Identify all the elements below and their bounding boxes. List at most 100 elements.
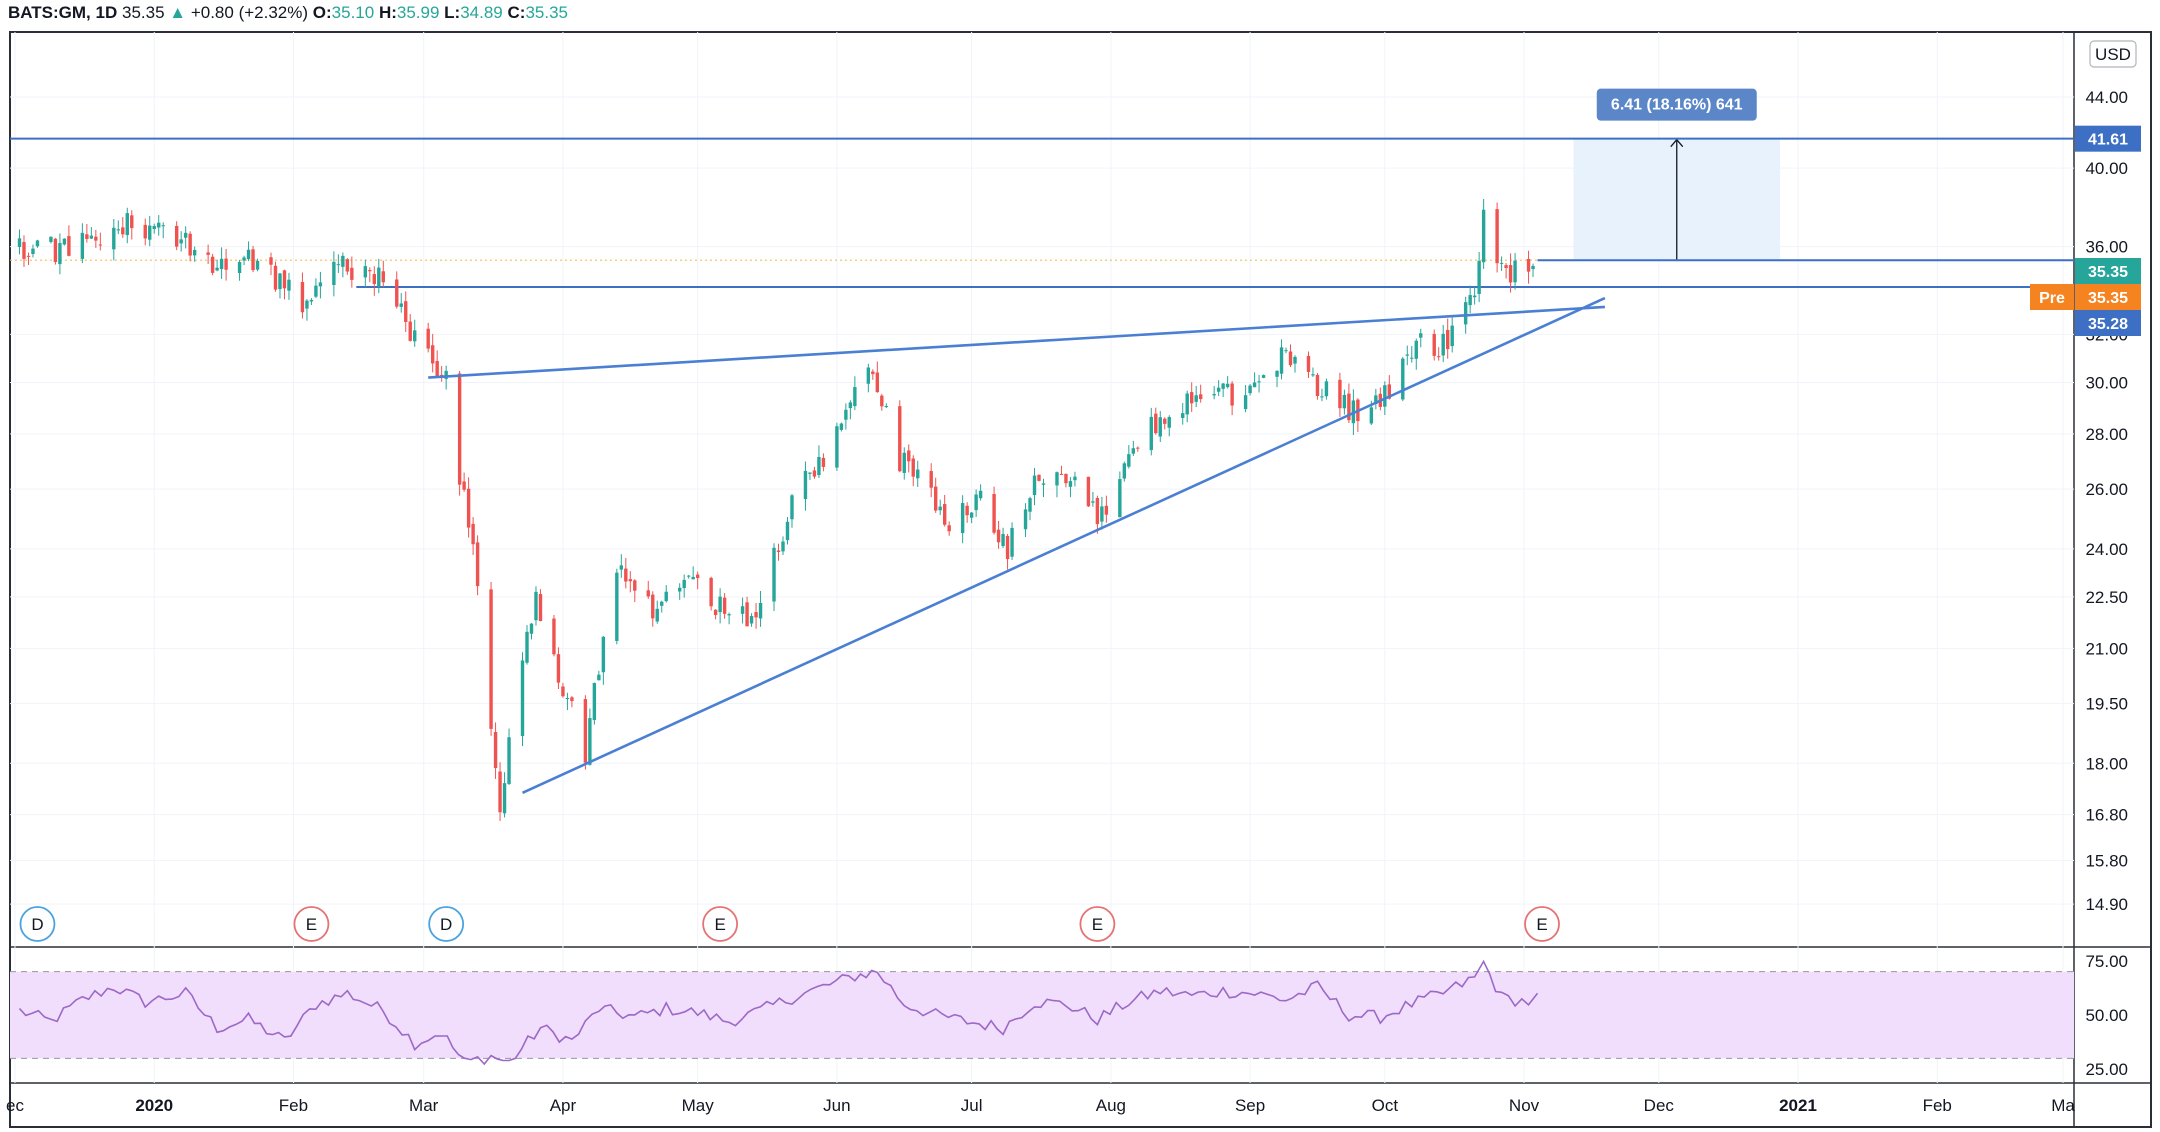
candle-body	[624, 568, 628, 582]
y-tick-label: 14.90	[2085, 895, 2128, 914]
candle-body	[498, 771, 502, 813]
candle-body	[1091, 501, 1095, 503]
grid	[10, 32, 2074, 1083]
candle-body	[1320, 396, 1324, 398]
trendlines[interactable]	[428, 296, 1606, 795]
candle-body	[305, 300, 309, 309]
candle-body	[1450, 325, 1454, 347]
candle-body	[336, 264, 341, 266]
measure-tool[interactable]: 6.41 (18.16%) 641	[1573, 88, 1781, 261]
candle-body	[592, 683, 597, 720]
candle-body	[916, 469, 920, 479]
candle-body	[1055, 472, 1059, 486]
event-label: E	[1092, 915, 1103, 934]
candle-body	[1010, 527, 1014, 557]
candle-body	[404, 301, 408, 322]
candle-body	[1405, 354, 1409, 356]
price-axis[interactable]: 44.0040.0036.0032.0030.0028.0026.0024.00…	[2085, 88, 2128, 1079]
candle-body	[529, 623, 534, 634]
candle-body	[1149, 416, 1153, 451]
candle-body	[435, 361, 439, 377]
last-price: 35.35	[121, 3, 165, 22]
candle-body	[49, 236, 53, 242]
candle-body	[219, 258, 224, 270]
candle-body	[121, 227, 125, 235]
candle-body	[1311, 374, 1315, 376]
currency-box[interactable]	[2089, 40, 2137, 68]
candle-body	[471, 523, 475, 545]
candle-body	[583, 699, 588, 763]
candle-body	[395, 279, 399, 307]
candle-body	[1181, 413, 1185, 418]
currency-text: USD	[2095, 45, 2131, 64]
candle-body	[821, 457, 826, 467]
candle-body	[1163, 418, 1167, 424]
candle-body	[1414, 340, 1418, 359]
candle-body	[58, 243, 62, 265]
candle-body	[969, 512, 974, 518]
candle-body	[996, 529, 1001, 543]
horizontal-levels[interactable]	[10, 137, 2074, 289]
candle-body	[884, 406, 888, 408]
candle-body	[1499, 262, 1504, 264]
x-tick-label: Apr	[550, 1096, 577, 1115]
candle-body	[53, 238, 58, 263]
x-tick-label: 2021	[1779, 1096, 1817, 1115]
candle-body	[493, 731, 498, 769]
candle-body	[399, 303, 403, 307]
candle-body	[1472, 295, 1477, 298]
candle-body	[655, 608, 659, 622]
currency-label[interactable]: USD	[2089, 40, 2137, 68]
candle-body	[62, 238, 67, 245]
trendline-2	[521, 296, 1606, 795]
candle-body	[1230, 383, 1234, 406]
candle-body	[1216, 387, 1221, 392]
candle-body	[835, 426, 839, 468]
candle-body	[1086, 476, 1091, 507]
candle-body	[754, 612, 758, 618]
candle-body	[1383, 385, 1387, 407]
candle-body	[174, 225, 179, 247]
badge-pre-market-box	[2075, 284, 2141, 310]
candle-body	[1279, 347, 1284, 374]
dividend-marker	[428, 906, 465, 942]
candle-body	[1508, 265, 1513, 283]
candle-body	[552, 618, 556, 655]
candle-body	[1001, 534, 1005, 547]
candle-body	[556, 654, 561, 683]
candle-body	[902, 452, 906, 473]
time-axis[interactable]: ec 2020 Feb Mar Apr May Jun Jul Aug Sep Oct Nov Dec 2…	[6, 1096, 2075, 1115]
candle-body	[1243, 395, 1248, 410]
candle-body	[686, 575, 691, 577]
y-tick-label: 28.00	[2085, 425, 2128, 444]
candle-body	[17, 238, 22, 247]
candle-body	[31, 248, 35, 255]
candle-body	[206, 252, 210, 255]
candle-body	[561, 686, 565, 697]
candle-body	[278, 273, 282, 290]
candle-body	[628, 579, 632, 582]
y-tick-label: 40.00	[2085, 159, 2128, 178]
candle-body	[790, 495, 794, 520]
x-tick-label: Nov	[1509, 1096, 1540, 1115]
measure-label: 6.41 (18.16%) 641	[1611, 97, 1743, 114]
event-label: E	[1536, 915, 1547, 934]
candle-body	[1441, 333, 1445, 356]
candle-body	[817, 456, 821, 476]
candle-body	[803, 470, 808, 500]
dividend-marker	[19, 906, 56, 942]
candle-body	[1037, 474, 1041, 481]
candle-body	[210, 256, 215, 273]
candle-body	[588, 718, 592, 765]
candle-body	[597, 674, 601, 681]
candle-body	[98, 244, 103, 246]
high-value: 35.99	[396, 3, 440, 22]
open-label: O:	[312, 3, 332, 22]
candle-body	[1225, 383, 1230, 388]
candle-body	[80, 232, 85, 259]
candle-body	[1261, 375, 1266, 378]
candle-body	[282, 270, 287, 289]
candle-body	[94, 236, 98, 241]
